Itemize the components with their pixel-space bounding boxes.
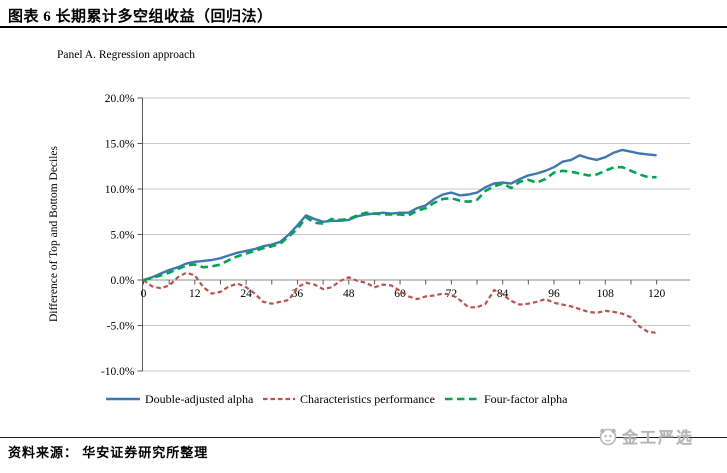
series-line-double-adjusted-alpha <box>143 148 657 282</box>
y-tick-label: 5.0% <box>111 230 135 242</box>
cumulative-returns-line-chart: 20.0% 15.0% 10.0% 5.0% 0.0% -5.0% -10.0% 0 12 24 3… <box>48 93 690 378</box>
legend-label: Characteristics performance <box>300 391 435 406</box>
y-tick-label: 15.0% <box>105 139 135 151</box>
y-tick-label: 0.0% <box>111 275 135 287</box>
long-dash-line-icon <box>445 397 479 401</box>
x-tick-label: 48 <box>343 288 355 300</box>
title-divider <box>0 26 727 28</box>
watermark: 金工严选 <box>597 424 694 448</box>
source-note: 资料来源： 华安证券研究所整理 <box>8 445 209 460</box>
y-axis: 20.0% 15.0% 10.0% 5.0% 0.0% -5.0% -10.0% <box>101 93 143 378</box>
y-tick-label: -10.0% <box>101 366 135 378</box>
x-tick-label: 72 <box>446 288 458 300</box>
y-tick-label: -5.0% <box>107 321 135 333</box>
x-axis: 0 12 24 36 48 60 72 84 96 108 120 <box>141 280 666 300</box>
x-tick-label: 0 <box>141 288 147 300</box>
legend-item-four-factor-alpha: Four-factor alpha <box>445 391 567 407</box>
x-tick-label: 36 <box>292 288 304 300</box>
mascot-logo-icon <box>599 428 617 446</box>
y-axis-title: Difference of Top and Bottom Deciles <box>48 145 60 322</box>
legend-label: Four-factor alpha <box>484 391 568 406</box>
legend-item-characteristics-performance: Characteristics performance <box>263 391 435 407</box>
x-tick-label: 12 <box>189 288 201 300</box>
series-line-characteristics-performance <box>142 271 657 334</box>
gridlines <box>142 97 690 372</box>
x-tick-label: 60 <box>394 288 406 300</box>
x-tick-label: 24 <box>240 288 252 300</box>
footer-divider <box>0 437 727 438</box>
watermark-text: 金工严选 <box>622 430 695 447</box>
short-dash-line-icon <box>263 397 295 401</box>
x-tick-label: 108 <box>597 288 615 300</box>
legend-item-double-adjusted-alpha: Double-adjusted alpha <box>106 391 253 407</box>
x-tick-label: 120 <box>648 288 666 300</box>
panel-label: Panel A. Regression approach <box>57 49 195 61</box>
solid-line-icon <box>106 397 140 401</box>
x-tick-label: 96 <box>548 288 560 300</box>
series-line-four-factor-alpha <box>143 165 657 282</box>
page-title: 图表 6 长期累计多空组收益（回归法） <box>8 9 273 25</box>
y-tick-label: 20.0% <box>105 93 135 105</box>
legend-label: Double-adjusted alpha <box>145 391 254 406</box>
y-tick-label: 10.0% <box>105 184 135 196</box>
